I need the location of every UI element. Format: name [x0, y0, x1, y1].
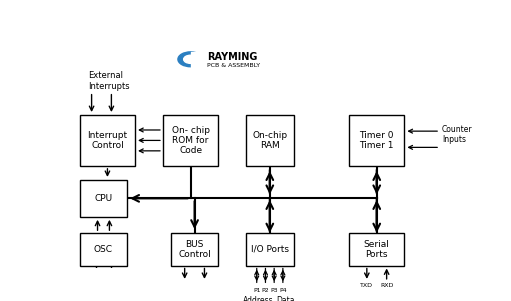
- FancyBboxPatch shape: [246, 233, 294, 265]
- Text: Timer 0
Timer 1: Timer 0 Timer 1: [359, 131, 394, 150]
- Text: External
Interrupts: External Interrupts: [88, 71, 129, 91]
- FancyBboxPatch shape: [80, 115, 135, 166]
- FancyBboxPatch shape: [246, 115, 294, 166]
- Text: Data: Data: [276, 296, 295, 301]
- FancyBboxPatch shape: [163, 115, 218, 166]
- Text: P2: P2: [262, 287, 269, 293]
- Text: OSC: OSC: [94, 245, 113, 254]
- Text: On-chip
RAM: On-chip RAM: [252, 131, 287, 150]
- Text: Serial
Ports: Serial Ports: [364, 240, 390, 259]
- Text: I/O Ports: I/O Ports: [251, 245, 289, 254]
- Text: PCB & ASSEMBLY: PCB & ASSEMBLY: [207, 63, 261, 68]
- FancyBboxPatch shape: [171, 233, 218, 265]
- FancyBboxPatch shape: [349, 115, 405, 166]
- Text: CPU: CPU: [95, 194, 112, 203]
- Text: RXD: RXD: [380, 283, 393, 288]
- FancyBboxPatch shape: [349, 233, 405, 265]
- FancyBboxPatch shape: [80, 233, 127, 265]
- FancyBboxPatch shape: [80, 180, 127, 217]
- Circle shape: [178, 52, 203, 67]
- Text: TXD: TXD: [360, 283, 374, 288]
- Text: RAYMING: RAYMING: [207, 52, 258, 62]
- Text: On- chip
ROM for
Code: On- chip ROM for Code: [172, 126, 210, 155]
- Text: P4: P4: [279, 287, 287, 293]
- Text: P1: P1: [253, 287, 261, 293]
- Circle shape: [183, 55, 198, 64]
- Text: P3: P3: [270, 287, 278, 293]
- Text: Counter
Inputs: Counter Inputs: [442, 125, 473, 144]
- Text: BUS
Control: BUS Control: [178, 240, 211, 259]
- Text: Address: Address: [243, 296, 273, 301]
- Text: Interrupt
Control: Interrupt Control: [87, 131, 128, 150]
